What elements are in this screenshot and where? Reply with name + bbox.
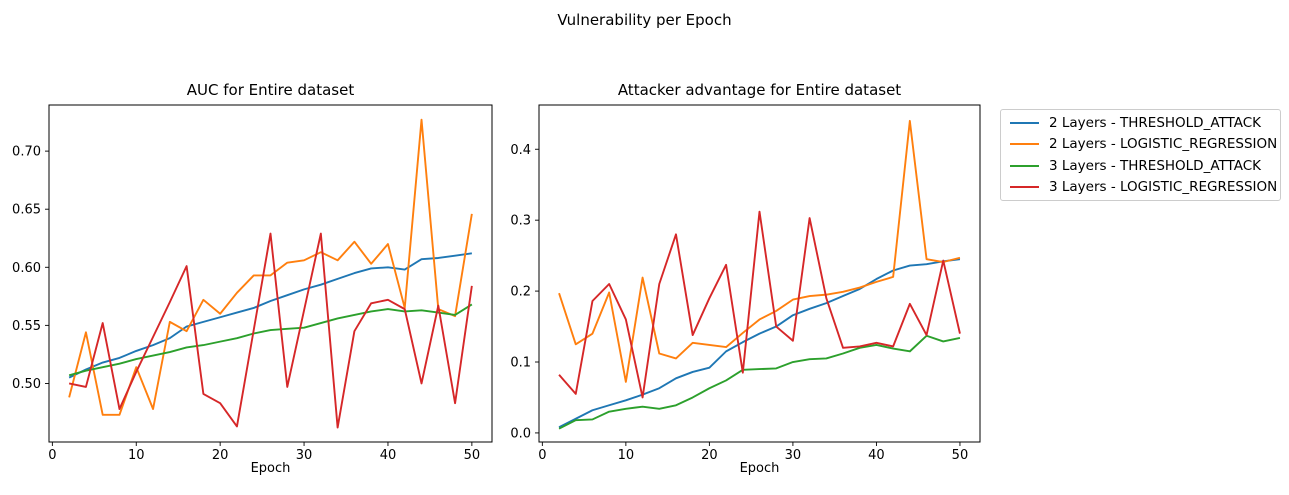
subplot-title-auc: AUC for Entire dataset xyxy=(186,81,355,99)
series-line-3-layers-threshold-attack xyxy=(558,334,961,430)
x-tick-label: 40 xyxy=(380,448,397,463)
x-axis-label-left: Epoch xyxy=(250,461,291,476)
y-tick-label: 0.50 xyxy=(12,377,41,392)
series-line-2-layers-threshold-attack xyxy=(68,252,472,379)
legend-line-swatch xyxy=(1010,164,1039,167)
axes-frame xyxy=(48,104,493,443)
legend-line-swatch xyxy=(1010,186,1039,189)
axes-frame xyxy=(538,104,981,443)
x-tick-label: 10 xyxy=(128,448,145,463)
figure-suptitle: Vulnerability per Epoch xyxy=(557,11,732,29)
y-tick-label: 0.0 xyxy=(510,426,531,441)
legend-line-swatch xyxy=(1010,143,1039,146)
x-tick-label: 40 xyxy=(868,448,885,463)
subplot-title-advantage: Attacker advantage for Entire dataset xyxy=(617,81,902,99)
legend-line-swatch xyxy=(1010,121,1039,124)
series-line-3-layers-logistic-regression xyxy=(68,232,473,429)
x-tick-label: 30 xyxy=(785,448,802,463)
y-tick-label: 0.60 xyxy=(12,261,41,276)
legend-box: 2 Layers - THRESHOLD_ATTACK 2 Layers - L… xyxy=(1000,109,1281,201)
legend-label: 2 Layers - LOGISTIC_REGRESSION xyxy=(1049,136,1278,153)
series-line-2-layers-logistic-regression xyxy=(558,119,961,383)
x-tick-label: 30 xyxy=(296,448,313,463)
x-tick-label: 0 xyxy=(48,448,56,463)
x-tick-label: 20 xyxy=(701,448,718,463)
series-line-3-layers-logistic-regression xyxy=(558,210,961,399)
legend-item: 3 Layers - LOGISTIC_REGRESSION xyxy=(1001,177,1280,199)
y-tick-label: 0.1 xyxy=(510,356,531,371)
y-tick-label: 0.65 xyxy=(12,203,41,218)
x-tick-label: 50 xyxy=(952,448,969,463)
y-tick-label: 0.3 xyxy=(510,214,531,229)
x-tick-label: 20 xyxy=(212,448,229,463)
y-tick-label: 0.70 xyxy=(12,145,41,160)
x-tick-label: 0 xyxy=(538,448,546,463)
y-tick-label: 0.55 xyxy=(12,319,41,334)
legend-label: 3 Layers - THRESHOLD_ATTACK xyxy=(1049,157,1261,174)
legend-label: 2 Layers - THRESHOLD_ATTACK xyxy=(1049,114,1261,131)
x-tick-label: 50 xyxy=(464,448,481,463)
legend-item: 2 Layers - LOGISTIC_REGRESSION xyxy=(1001,134,1280,156)
legend-label: 3 Layers - LOGISTIC_REGRESSION xyxy=(1049,179,1278,196)
x-tick-label: 10 xyxy=(618,448,635,463)
series-line-2-layers-logistic-regression xyxy=(68,118,473,416)
x-axis-label-right: Epoch xyxy=(739,461,780,476)
y-tick-label: 0.2 xyxy=(510,285,531,300)
legend-item: 3 Layers - THRESHOLD_ATTACK xyxy=(1001,155,1280,177)
legend-item: 2 Layers - THRESHOLD_ATTACK xyxy=(1001,112,1280,134)
y-tick-label: 0.4 xyxy=(510,143,531,158)
